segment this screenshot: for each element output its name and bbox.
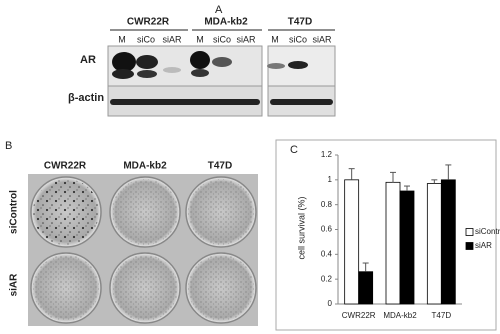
- lane: siCo: [137, 34, 155, 44]
- legend-swatch: [465, 242, 474, 250]
- y-tick-label: 0.8: [321, 200, 333, 209]
- lane: siAR: [162, 34, 182, 44]
- bar: [358, 271, 374, 305]
- row-label: β-actin: [68, 92, 104, 104]
- cell-line: T47D: [208, 161, 232, 172]
- y-tick-label: 1.2: [321, 150, 333, 159]
- lane: siCo: [213, 34, 231, 44]
- panel-label: C: [290, 144, 298, 156]
- lane: siAR: [312, 34, 332, 44]
- lane: M: [196, 34, 204, 44]
- cell-line: T47D: [288, 17, 312, 28]
- panel-a: A CWR22R MDA-kb2 T47D M siCo siAR M siCo…: [68, 4, 336, 117]
- cell-line: CWR22R: [127, 17, 170, 28]
- legend-label: siAR: [475, 241, 492, 250]
- bar: [344, 179, 360, 305]
- y-tick-label: 0.2: [321, 274, 333, 283]
- bar: [440, 179, 456, 305]
- x-tick-label: CWR22R: [342, 311, 376, 320]
- row-label: siAR: [9, 273, 20, 297]
- bar: [399, 190, 415, 305]
- panel-label: A: [215, 4, 223, 16]
- lane: siCo: [289, 34, 307, 44]
- x-tick-label: MDA-kb2: [383, 311, 417, 320]
- panel-label: B: [5, 140, 12, 152]
- legend-label: siControl: [475, 227, 500, 236]
- y-tick-label: 1: [328, 175, 333, 184]
- cell-line: MDA-kb2: [123, 161, 167, 172]
- bar: [385, 181, 401, 305]
- y-axis-label: cell survival (%): [296, 196, 306, 259]
- blot: [267, 45, 336, 93]
- y-tick-label: 0.6: [321, 225, 333, 234]
- blot: [107, 45, 263, 93]
- row-label: AR: [80, 54, 96, 66]
- row-label: siControl: [9, 190, 20, 234]
- lane: siAR: [236, 34, 256, 44]
- x-tick-label: T47D: [432, 311, 452, 320]
- y-tick-label: 0: [328, 299, 333, 308]
- plates: [30, 176, 257, 324]
- legend-swatch: [465, 228, 474, 236]
- y-tick-label: 0.4: [321, 249, 333, 258]
- bands: [110, 51, 333, 105]
- panel-b: B CWR22R MDA-kb2 T47D siControl siAR: [5, 140, 258, 326]
- cell-line: MDA-kb2: [204, 17, 248, 28]
- bar: [426, 183, 442, 305]
- lane: M: [118, 34, 126, 44]
- lane: M: [271, 34, 279, 44]
- cell-line: CWR22R: [44, 161, 87, 172]
